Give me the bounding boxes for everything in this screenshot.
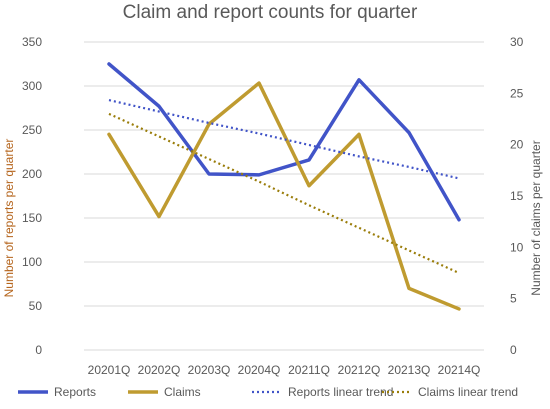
series-claims-line [107, 81, 461, 311]
right-tick-label: 10 [510, 240, 524, 254]
right-tick-label: 0 [510, 343, 517, 357]
x-tick-label: 20203Q [188, 363, 231, 377]
x-tick-label: 20201Q [88, 363, 131, 377]
left-tick-label: 200 [22, 167, 42, 181]
x-tick-label: 20202Q [138, 363, 181, 377]
x-tick-label: 20213Q [388, 363, 431, 377]
left-tick-label: 300 [22, 79, 42, 93]
x-tick-label: 20214Q [438, 363, 481, 377]
right-tick-label: 15 [510, 189, 524, 203]
chart-title: Claim and report counts for quarter [123, 2, 418, 23]
left-tick-label: 0 [35, 343, 42, 357]
x-tick-label: 20204Q [238, 363, 281, 377]
right-tick-label: 20 [510, 138, 524, 152]
right-tick-label: 30 [510, 35, 524, 49]
left-tick-label: 50 [29, 299, 43, 313]
series-reports-line [107, 62, 461, 222]
left-tick-label: 250 [22, 123, 42, 137]
series-claims-linear-trend-line [108, 112, 460, 275]
left-axis-label: Number of reports per quarter [2, 139, 16, 298]
x-axis-ticks: 20201Q 20202Q 20203Q 20204Q 20211Q 20212Q 2021… [88, 363, 481, 377]
x-tick-label: 20211Q [288, 363, 330, 377]
legend-entry: Reports [54, 385, 96, 399]
right-axis-label: Number of claims per quarter [529, 140, 543, 295]
legend-entry: Reports linear trend [288, 385, 393, 399]
x-tick-label: 20212Q [338, 363, 381, 377]
left-tick-label: 100 [22, 255, 42, 269]
legend-entry: Claims [164, 385, 201, 399]
right-tick-label: 5 [510, 292, 517, 306]
series-lines [107, 62, 461, 311]
left-tick-label: 150 [22, 211, 42, 225]
left-axis-ticks: 0 50 100 150 200 250 300 350 [22, 35, 42, 357]
left-tick-label: 350 [22, 35, 42, 49]
gridlines [84, 41, 484, 351]
right-tick-label: 25 [510, 86, 524, 100]
right-axis-ticks: 0 5 10 15 20 25 30 [510, 35, 524, 357]
legend-entry: Claims linear trend [418, 385, 518, 399]
legend: Reports Claims Reports linear trend Claims … [18, 385, 518, 399]
